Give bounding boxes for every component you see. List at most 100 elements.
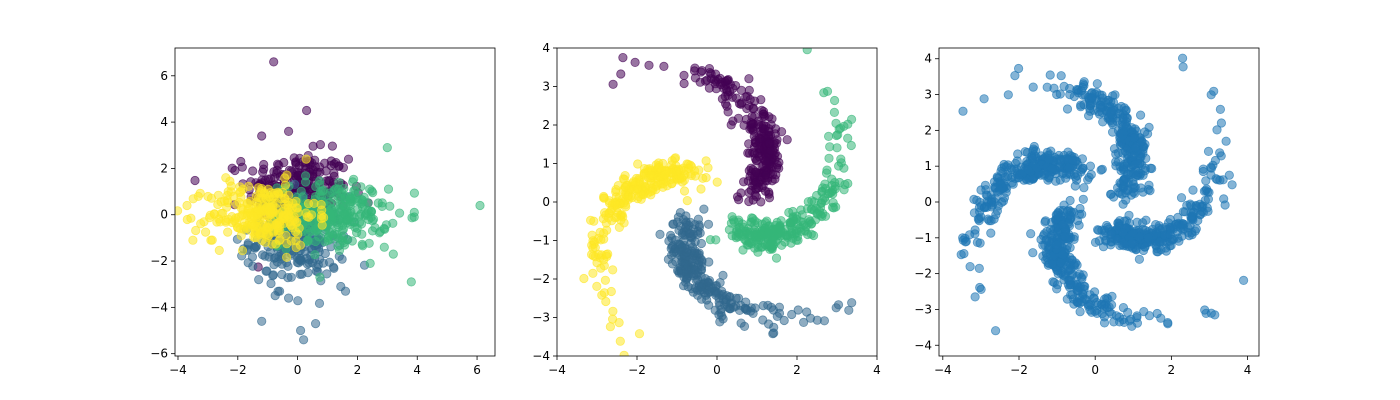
data-point (744, 196, 754, 207)
y-tick-label: −3 (532, 311, 550, 325)
data-point (724, 225, 735, 235)
data-point (327, 141, 337, 151)
data-point (697, 257, 707, 267)
data-point (243, 258, 253, 268)
data-point (298, 335, 309, 345)
data-point (678, 281, 689, 291)
data-point (1203, 206, 1213, 216)
data-point (754, 143, 764, 153)
data-point (409, 188, 419, 198)
data-point (1126, 314, 1136, 324)
y-tick-label: 6 (160, 69, 168, 83)
data-point (1140, 139, 1150, 149)
data-point (618, 52, 628, 63)
data-point (337, 254, 347, 264)
data-point (1116, 101, 1126, 112)
data-point (976, 185, 986, 195)
data-point (1070, 181, 1080, 191)
series-2 (655, 204, 857, 339)
data-point (382, 143, 392, 153)
data-point (1085, 290, 1095, 300)
series-4 (175, 154, 329, 262)
y-tick-label: −2 (150, 254, 168, 268)
data-point (1068, 155, 1078, 165)
data-point (1163, 317, 1173, 328)
data-point (744, 74, 754, 84)
data-point (1056, 257, 1066, 268)
data-point (605, 322, 616, 332)
data-point (394, 208, 405, 218)
x-tick-label: −4 (548, 363, 566, 377)
data-point (655, 229, 665, 239)
data-point (1072, 86, 1082, 96)
data-point (1140, 166, 1150, 176)
data-point (802, 48, 812, 55)
data-point (1215, 148, 1225, 158)
data-point (1198, 164, 1208, 174)
data-point (1092, 79, 1102, 89)
data-point (1058, 250, 1068, 260)
data-point (769, 322, 779, 332)
data-point (320, 158, 330, 168)
data-point (759, 109, 769, 119)
x-tick-label: 2 (793, 363, 801, 377)
data-point (327, 209, 338, 219)
data-point (1127, 238, 1137, 248)
data-point (802, 307, 812, 317)
y-tick-label: 0 (160, 208, 168, 222)
data-point (803, 197, 813, 207)
data-point (1215, 104, 1226, 115)
data-point (601, 250, 611, 260)
data-point (832, 143, 842, 153)
data-point (1048, 229, 1058, 239)
data-point (1013, 63, 1024, 74)
data-point (1212, 125, 1222, 135)
data-point (1061, 173, 1071, 183)
data-point (1210, 310, 1220, 320)
data-point (847, 298, 857, 308)
y-tick-label: −6 (150, 347, 168, 361)
data-point (599, 191, 609, 202)
data-point (746, 217, 757, 227)
data-point (722, 75, 732, 86)
data-point (203, 191, 213, 202)
data-point (979, 94, 989, 104)
data-point (762, 241, 772, 251)
data-point (616, 69, 626, 79)
data-point (1161, 246, 1171, 256)
data-point (339, 184, 349, 194)
data-point (599, 288, 609, 298)
data-point (619, 350, 629, 356)
data-point (670, 153, 681, 163)
x-tick-label: −4 (169, 363, 187, 377)
data-point (958, 106, 968, 116)
x-tick-label: 4 (1244, 363, 1252, 377)
data-point (257, 316, 267, 326)
data-point (840, 180, 850, 190)
data-point (600, 275, 611, 285)
data-point (764, 127, 774, 137)
data-point (610, 199, 620, 209)
data-point (829, 95, 840, 106)
data-point (348, 174, 359, 184)
data-point (191, 225, 201, 236)
x-tick-label: −2 (1010, 363, 1028, 377)
data-point (1022, 147, 1033, 158)
x-tick-label: 6 (473, 363, 481, 377)
data-point (704, 300, 714, 310)
data-point (1155, 237, 1165, 247)
data-point (340, 286, 351, 296)
data-point (696, 264, 706, 275)
data-point (844, 305, 854, 315)
data-point (1090, 237, 1101, 247)
data-point (666, 167, 677, 177)
data-point (1130, 159, 1140, 169)
data-point (251, 197, 261, 207)
y-tick-label: 3 (924, 88, 932, 102)
data-point (282, 170, 292, 180)
data-point (244, 181, 254, 191)
data-point (1007, 178, 1017, 188)
data-point (1065, 280, 1075, 290)
x-tick-label: 0 (1091, 363, 1099, 377)
data-point (1065, 195, 1075, 206)
